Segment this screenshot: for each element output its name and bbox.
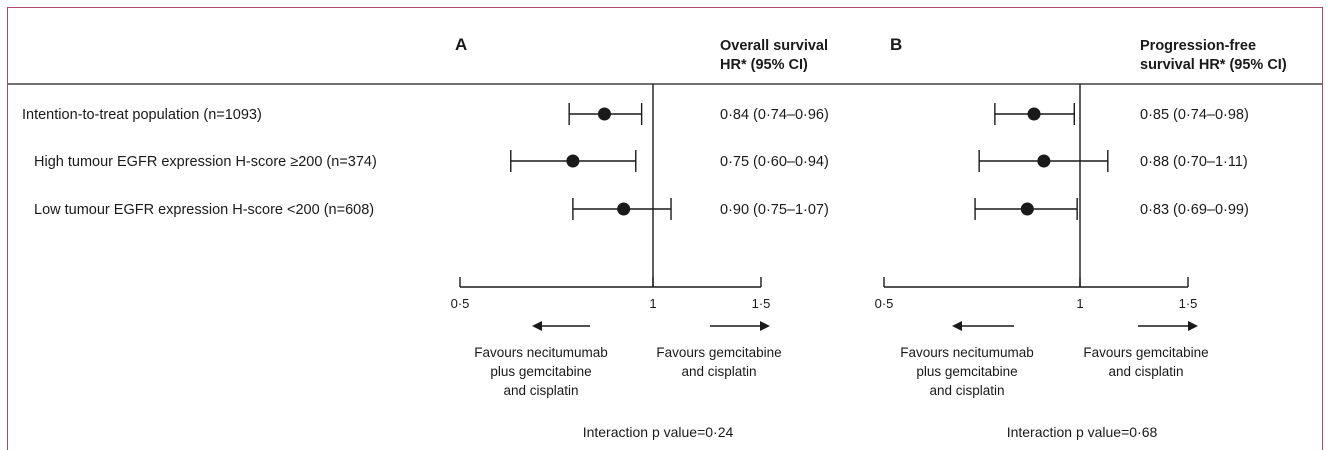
hr-value-text: 0·83 (0·69–0·99): [1140, 202, 1249, 218]
panels: A Overall survival HR* (95% CI) 0·5 1 1·5 0·84…: [451, 35, 1287, 440]
panel-label: B: [890, 35, 902, 54]
column-header: Progression-free: [1140, 38, 1256, 54]
favours-left-text: and cisplatin: [503, 383, 578, 398]
interaction-p-value: Interaction p value=0·68: [1007, 424, 1158, 440]
panel-a: A Overall survival HR* (95% CI) 0·5 1 1·5 0·84…: [451, 35, 829, 440]
favours-right-arrowhead: [1188, 321, 1198, 331]
favours-left-arrowhead: [532, 321, 542, 331]
favours-left-text: Favours necitumumab: [474, 345, 608, 360]
hr-point: [1020, 202, 1034, 216]
x-tick-label: 0·5: [875, 296, 894, 311]
x-tick-label: 1: [649, 296, 656, 311]
hr-value-text: 0·88 (0·70–1·11): [1140, 154, 1248, 170]
favours-right-text: Favours gemcitabine: [656, 345, 781, 360]
column-header: survival HR* (95% CI): [1140, 57, 1287, 73]
figure-frame: [7, 7, 1323, 450]
favours-left-arrowhead: [952, 321, 962, 331]
hr-point: [617, 202, 631, 216]
x-tick-label: 1·5: [752, 296, 771, 311]
favours-left-text: plus gemcitabine: [490, 364, 591, 379]
favours-right-text: Favours gemcitabine: [1083, 345, 1208, 360]
row-label: High tumour EGFR expression H-score ≥200…: [34, 154, 377, 170]
favours-right-text: and cisplatin: [1108, 364, 1183, 379]
column-header: HR* (95% CI): [720, 57, 808, 73]
x-tick-label: 1·5: [1179, 296, 1198, 311]
hr-value-text: 0·84 (0·74–0·96): [720, 107, 829, 123]
favours-left-text: and cisplatin: [929, 383, 1004, 398]
panel-b: B Progression-free survival HR* (95% CI) 0·…: [875, 35, 1287, 440]
column-header: Overall survival: [720, 38, 828, 54]
hr-value-text: 0·85 (0·74–0·98): [1140, 107, 1249, 123]
hr-point: [566, 154, 580, 168]
hr-point: [1027, 107, 1041, 121]
favours-left-text: plus gemcitabine: [916, 364, 1017, 379]
row-label: Low tumour EGFR expression H-score <200 …: [34, 202, 374, 218]
favours-left-text: Favours necitumumab: [900, 345, 1034, 360]
hr-value-text: 0·90 (0·75–1·07): [720, 202, 829, 218]
row-label: Intention-to-treat population (n=1093): [22, 107, 262, 123]
panel-label: A: [455, 35, 467, 54]
favours-right-text: and cisplatin: [681, 364, 756, 379]
x-tick-label: 0·5: [451, 296, 470, 311]
hr-value-text: 0·75 (0·60–0·94): [720, 154, 829, 170]
hr-point: [597, 107, 611, 121]
hr-point: [1037, 154, 1051, 168]
favours-right-arrowhead: [760, 321, 770, 331]
x-tick-label: 1: [1076, 296, 1083, 311]
interaction-p-value: Interaction p value=0·24: [583, 424, 734, 440]
row-labels: Intention-to-treat population (n=1093) Hi…: [22, 107, 377, 218]
